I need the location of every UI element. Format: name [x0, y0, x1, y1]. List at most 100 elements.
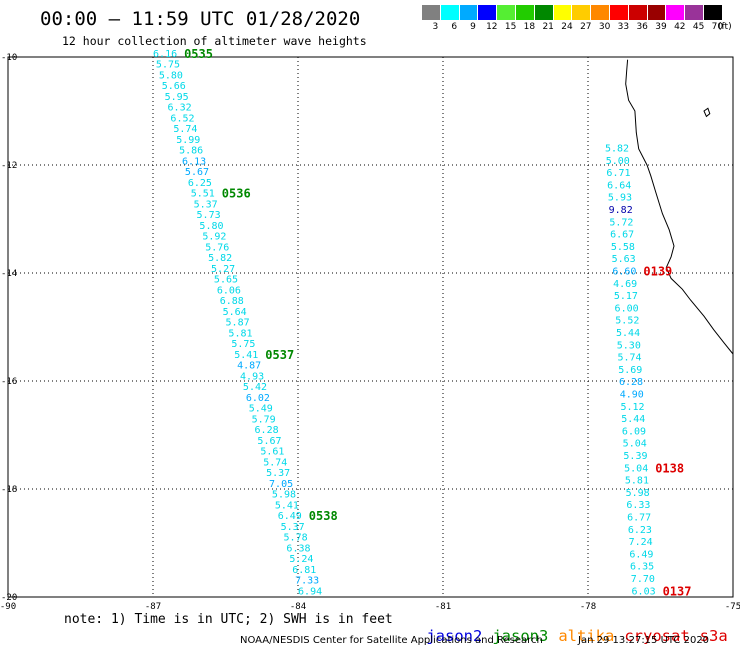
- lat-tick-label: -20: [1, 593, 17, 603]
- colorbar-swatch: [704, 5, 723, 20]
- wave-height-value: 6.67: [610, 230, 634, 241]
- wave-height-value: 6.33: [626, 500, 650, 511]
- colorbar-swatch: [422, 5, 441, 20]
- wave-height-value: 5.51: [191, 189, 215, 200]
- wave-height-value: 4.69: [613, 279, 637, 290]
- colorbar-label: 70: [711, 22, 724, 32]
- legend-jason3: jason3: [492, 627, 549, 645]
- wave-height-value: 5.87: [226, 318, 250, 329]
- lon-tick-label: -87: [145, 602, 161, 612]
- wave-height-value: 6.71: [606, 168, 630, 179]
- wave-height-value: 5.30: [617, 340, 641, 351]
- wave-height-value: 5.81: [625, 476, 649, 487]
- colorbar-label: 15: [504, 22, 517, 32]
- lat-tick-label: -16: [1, 377, 17, 387]
- wave-height-value: 6.88: [220, 296, 244, 307]
- wave-height-value: 6.49: [629, 549, 653, 560]
- pass-time-label: 0537: [265, 348, 294, 362]
- wave-height-value: 5.64: [223, 307, 247, 318]
- wave-height-value: 6.60: [612, 267, 636, 278]
- colorbar-swatch: [685, 5, 704, 20]
- colorbar-label: 45: [692, 22, 705, 32]
- axis-ticks: -90 -87 -84 -81 -78 -75 -10 -12 -14 -16 -18 -20: [0, 53, 740, 612]
- colorbar-swatch: [628, 5, 648, 20]
- colorbar-label: 12: [486, 22, 498, 32]
- lon-tick-label: -75: [725, 602, 740, 612]
- wave-height-value: 5.67: [185, 167, 209, 178]
- wave-height-value: 6.49: [278, 511, 302, 522]
- wave-height-value: 5.39: [623, 451, 647, 462]
- wave-height-value: 5.82: [208, 253, 232, 264]
- wave-height-value: 5.41: [234, 350, 258, 361]
- pass-time-label: 0538: [309, 509, 338, 523]
- lon-tick-label: -78: [580, 602, 596, 612]
- colorbar-label: 3: [432, 22, 439, 32]
- colorbar-swatch: [666, 5, 686, 20]
- pass-time-label: 0138: [655, 461, 684, 475]
- coastline: [625, 59, 734, 355]
- wave-height-value: 6.09: [622, 426, 646, 437]
- wave-height-value: 4.90: [620, 390, 644, 401]
- generated-timestamp: Jan 29 13:27:15 UTC 2020: [578, 635, 710, 646]
- wave-height-value: 5.74: [618, 353, 642, 364]
- pass-time-label: 0535: [184, 47, 213, 61]
- altimeter-tracks: 6.165.755.805.665.956.326.525.745.995.86…: [153, 47, 691, 598]
- colorbar-label: 9: [470, 22, 476, 32]
- legend-altika: altika: [558, 627, 615, 645]
- legend-s3a: s3a: [699, 627, 728, 645]
- wave-height-value: 5.82: [605, 144, 629, 155]
- colorbar-swatch: [572, 5, 592, 20]
- lon-tick-label: -90: [0, 602, 16, 612]
- colorbar-swatch: [497, 5, 516, 20]
- wave-height-value: 5.61: [260, 447, 284, 458]
- wave-height-value: 5.95: [165, 92, 189, 103]
- legend-cryosat: cryosat: [624, 627, 690, 645]
- wave-height-value: 5.80: [159, 70, 183, 81]
- colorbar-label: 21: [542, 22, 554, 32]
- wave-height-value: 5.75: [156, 60, 180, 71]
- map-frame: [7, 56, 734, 598]
- map-border: [7, 56, 734, 598]
- pass-time-label: 0536: [222, 187, 251, 201]
- pass-time-label: 0139: [643, 265, 672, 279]
- wave-height-value: 7.05: [269, 479, 293, 490]
- legend-jason2: jason2: [426, 627, 483, 645]
- colorbar-label: 36: [636, 22, 648, 32]
- wave-height-value: 6.00: [615, 303, 639, 314]
- wave-height-value: 5.66: [162, 81, 186, 92]
- colorbar-swatch: [459, 5, 479, 20]
- wave-height-value: 5.79: [252, 414, 276, 425]
- lon-tick-label: -81: [435, 602, 451, 612]
- wave-height-value: 5.00: [606, 156, 630, 167]
- wave-height-value: 6.77: [627, 513, 651, 524]
- wave-height-value: 5.52: [615, 316, 639, 327]
- colorbar-swatch: [516, 5, 535, 20]
- wave-height-value: 7.70: [631, 574, 655, 585]
- wave-height-value: 5.98: [272, 490, 296, 501]
- gridlines: [8, 57, 733, 597]
- wave-height-value: 5.42: [243, 382, 267, 393]
- wave-height-value: 6.16: [153, 49, 177, 60]
- map-subtitle: 12 hour collection of altimeter wave hei…: [62, 34, 367, 48]
- wave-height-value: 5.92: [202, 232, 226, 243]
- wave-height-value: 5.69: [618, 365, 642, 376]
- wave-height-value: 5.98: [626, 488, 650, 499]
- wave-height-value: 5.93: [608, 193, 632, 204]
- wave-height-value: 6.38: [286, 543, 310, 554]
- lon-tick-label: -84: [290, 602, 306, 612]
- wave-height-value: 5.65: [214, 275, 238, 286]
- wave-height-value: 6.35: [630, 562, 654, 573]
- pass-time-label: 0137: [663, 584, 692, 598]
- wave-height-value: 5.04: [624, 463, 648, 474]
- wave-height-value: 5.27: [211, 264, 235, 275]
- lake-outline: [703, 107, 711, 118]
- wave-height-value: 5.78: [284, 533, 308, 544]
- wave-height-value: 4.87: [237, 361, 261, 372]
- wave-height-value: 5.76: [205, 242, 229, 253]
- wave-height-value: 5.41: [275, 500, 299, 511]
- wave-height-value: 5.24: [289, 554, 313, 565]
- wave-height-value: 6.28: [255, 425, 279, 436]
- satellite-legend: jason2 jason3 altika cryosat s3a: [389, 609, 728, 650]
